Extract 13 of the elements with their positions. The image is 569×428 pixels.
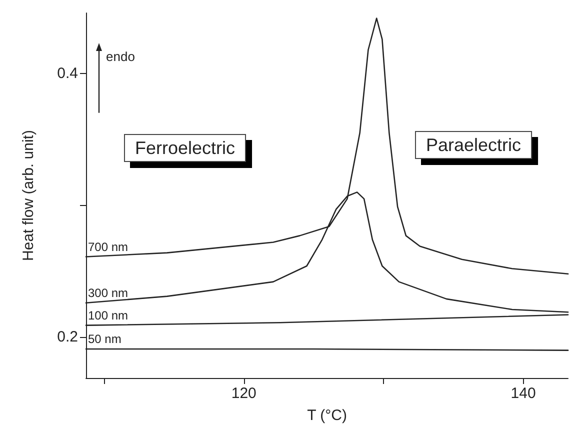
series-label: 100 nm bbox=[88, 308, 128, 322]
y-axis-title: Heat flow (arb. unit) bbox=[20, 130, 37, 261]
series-label: 300 nm bbox=[88, 286, 128, 300]
x-axis-title: T (°C) bbox=[307, 407, 347, 424]
x-tick-label: 120 bbox=[231, 385, 256, 402]
y-tick-label: 0.2 bbox=[57, 328, 78, 346]
annotation: Ferroelectric bbox=[135, 138, 236, 158]
x-tick-label: 140 bbox=[510, 385, 536, 402]
series-label: 700 nm bbox=[88, 240, 128, 254]
annotation: Paraelectric bbox=[426, 135, 522, 155]
annotation: endo bbox=[106, 49, 135, 64]
series-label: 50 nm bbox=[88, 332, 122, 346]
y-tick-label: 0.4 bbox=[57, 65, 78, 82]
